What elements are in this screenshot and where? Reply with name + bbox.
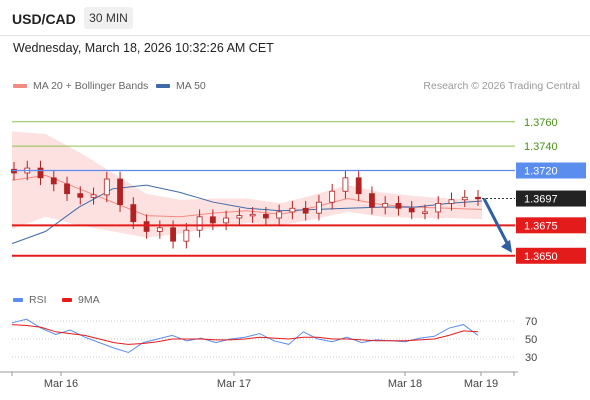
forecast-arrow-head (501, 239, 512, 253)
level-label-current: 1.3697 (524, 194, 558, 206)
x-tick-label: Mar 19 (464, 378, 498, 390)
candle-body (103, 178, 110, 196)
candle-body (64, 183, 70, 195)
candle-body (329, 190, 336, 203)
candle-body (369, 193, 375, 208)
rsi-line (11, 318, 479, 354)
candle-body (461, 196, 468, 201)
rsi-tick-label: 50 (525, 334, 537, 346)
candle-body (236, 215, 243, 219)
legend-ma20-label: MA 20 + Bollinger Bands (33, 80, 149, 92)
level-label-resistance: 1.3740 (524, 141, 558, 153)
legend-9ma: 9MA (62, 294, 100, 306)
ma20-swatch (13, 84, 27, 89)
datetime-label: Wednesday, March 18, 2026 10:32:26 AM CE… (13, 41, 274, 55)
candle-body (448, 199, 455, 204)
candle-body (262, 213, 269, 219)
candle-body (276, 211, 283, 219)
rsi-tick-label: 30 (525, 352, 537, 364)
candle-body (117, 178, 123, 206)
candle-body (156, 227, 163, 232)
forecast-arrow-shaft (482, 197, 511, 248)
header-divider (0, 35, 590, 36)
candle-body (196, 216, 203, 231)
candle-body (382, 202, 389, 208)
candle-body (408, 207, 415, 213)
candle-body (170, 227, 176, 242)
candle-body (435, 202, 442, 213)
legend-ma50-label: MA 50 (176, 80, 206, 92)
9ma-swatch (62, 298, 72, 303)
candle-body (289, 207, 296, 213)
x-tick-label: Mar 17 (217, 378, 251, 390)
level-tag-current (516, 190, 586, 207)
x-tick-label: Mar 16 (44, 378, 78, 390)
credit-label: Research © 2026 Trading Central (423, 80, 580, 92)
level-label-support: 1.3675 (524, 220, 558, 232)
symbol-label: USD/CAD (12, 11, 76, 27)
level-tag-pivot (516, 162, 586, 179)
rsi-9ma-line (11, 324, 479, 345)
candle-body (37, 167, 44, 179)
bollinger-band-area (12, 131, 482, 238)
legend-rsi-label: RSI (29, 294, 47, 306)
candle-body (342, 177, 349, 192)
rsi-swatch (13, 298, 23, 303)
level-label-resistance: 1.3760 (524, 117, 558, 129)
level-tag-support (516, 217, 586, 234)
candle-body (316, 201, 322, 214)
rsi-tick-label: 70 (525, 316, 537, 328)
x-tick-label: Mar 18 (388, 378, 422, 390)
candle-body (209, 216, 216, 224)
legend-ma20: MA 20 + Bollinger Bands (13, 80, 148, 92)
candle-body (143, 221, 150, 232)
timeframe-badge[interactable]: 30 MIN (84, 7, 133, 29)
candle-body (355, 177, 362, 195)
candle-body (422, 211, 428, 214)
candle-body (223, 217, 230, 224)
level-label-pivot: 1.3720 (524, 166, 558, 178)
candle-body (11, 168, 17, 174)
candle-body (77, 193, 84, 198)
candle-body (302, 207, 309, 214)
legend-rsi: RSI (13, 294, 47, 306)
ma20-line (11, 174, 483, 218)
header-bar: USD/CAD 30 MIN (0, 0, 590, 36)
candle-body (183, 229, 190, 242)
level-label-support: 1.3650 (524, 251, 558, 263)
ma50-line (11, 184, 483, 245)
legend-ma50: MA 50 (156, 80, 206, 92)
candle-body (130, 204, 137, 223)
ma50-swatch (156, 84, 170, 89)
candle-body (249, 213, 256, 217)
candle-body (475, 196, 481, 200)
candle-body (395, 202, 402, 209)
candle-body (50, 177, 57, 185)
legend-9ma-label: 9MA (78, 294, 100, 306)
level-tag-support (516, 247, 586, 264)
candle-body (90, 194, 97, 198)
